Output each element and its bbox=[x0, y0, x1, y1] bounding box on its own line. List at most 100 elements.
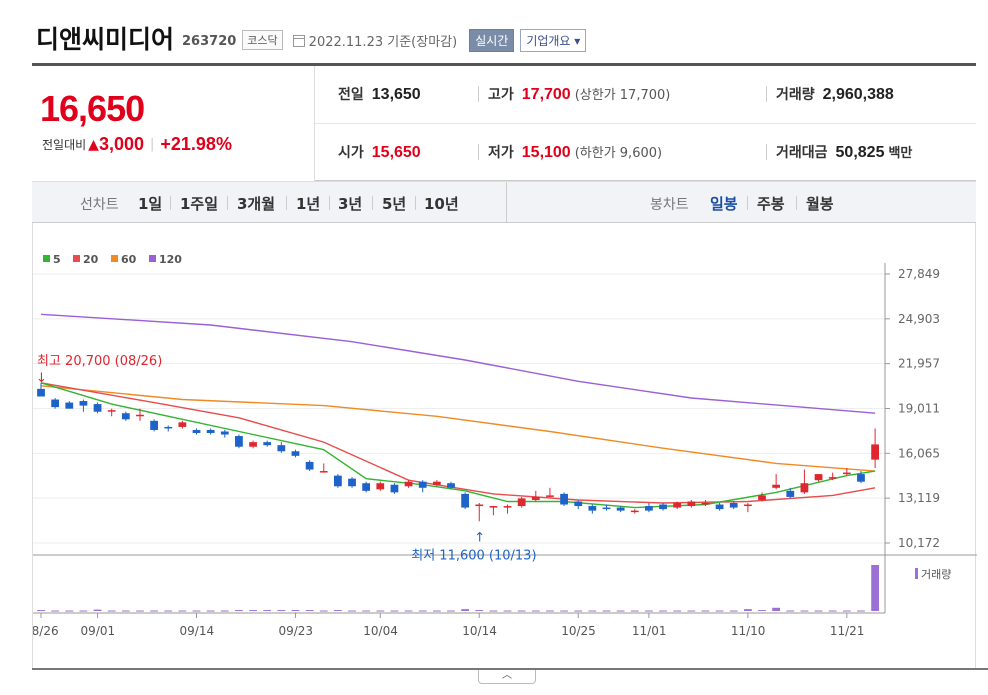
candle-body bbox=[206, 429, 215, 434]
quote-row-divider bbox=[315, 123, 976, 124]
y-tick-label: 10,172 bbox=[898, 536, 940, 550]
stock-code: 263720 bbox=[182, 33, 237, 49]
candle-body bbox=[220, 431, 229, 435]
y-tick-label: 13,119 bbox=[898, 491, 940, 505]
quote-panel: 16,650 전일대비 ▲ 3,000 | +21.98% 전일 13,650 … bbox=[32, 66, 976, 181]
volume-bar bbox=[828, 610, 837, 612]
ma5-line bbox=[40, 382, 876, 509]
candle-body bbox=[319, 471, 328, 473]
volume-bar bbox=[715, 610, 724, 612]
candle-body bbox=[79, 401, 88, 406]
top-divider bbox=[32, 63, 976, 66]
tab-daily[interactable]: 일봉 bbox=[710, 195, 738, 213]
collapse-button[interactable]: ︿ bbox=[478, 670, 536, 684]
candle-body bbox=[857, 474, 865, 482]
ma120-line bbox=[40, 313, 876, 414]
quote-separator bbox=[766, 86, 767, 102]
legend-label: 5 bbox=[53, 253, 61, 266]
up-arrow-icon: ↑ bbox=[474, 530, 485, 545]
volume-bar bbox=[602, 610, 611, 612]
high-value: 17,700 bbox=[521, 86, 571, 103]
x-tick-label: 09/14 bbox=[180, 624, 215, 638]
candle-body bbox=[150, 420, 158, 430]
amount-label: 거래대금 bbox=[776, 145, 828, 161]
volume-bar bbox=[729, 610, 738, 612]
volume-bar bbox=[51, 610, 60, 612]
y-tick-label: 27,849 bbox=[898, 267, 940, 281]
tab-1d[interactable]: 1일 bbox=[138, 195, 163, 213]
quote-separator bbox=[766, 144, 767, 160]
candle-body bbox=[475, 504, 484, 507]
candle-body bbox=[37, 388, 45, 397]
candle-body bbox=[517, 498, 526, 507]
volume-bar bbox=[249, 610, 257, 612]
candle-body bbox=[687, 501, 696, 507]
volume-bar bbox=[588, 610, 597, 612]
tab-separator bbox=[227, 196, 228, 210]
legend-swatch bbox=[43, 255, 50, 262]
candle-body bbox=[362, 483, 371, 491]
candle-body bbox=[333, 475, 342, 487]
volume-bar bbox=[362, 610, 371, 612]
volume-legend-label: 거래량 bbox=[921, 568, 951, 581]
x-tick-label: 11/21 bbox=[830, 624, 865, 638]
amount-unit: 백만 bbox=[888, 146, 913, 161]
tab-1y[interactable]: 1년 bbox=[296, 195, 321, 213]
ma20-line bbox=[40, 382, 876, 504]
tab-5y[interactable]: 5년 bbox=[382, 195, 407, 213]
open-price: 시가 15,650 bbox=[338, 142, 421, 162]
volume-bar bbox=[673, 610, 682, 612]
low-value: 15,100 bbox=[521, 144, 571, 161]
candle-body bbox=[715, 504, 724, 510]
legend-swatch bbox=[73, 255, 80, 262]
tab-3y[interactable]: 3년 bbox=[338, 195, 363, 213]
high-annotation: 최고 20,700 (08/26) bbox=[37, 354, 162, 369]
volume-bar bbox=[645, 610, 653, 612]
realtime-button[interactable]: 실시간 bbox=[469, 28, 515, 52]
candle-body bbox=[616, 507, 625, 511]
high-label: 고가 bbox=[488, 87, 514, 103]
volume-bar bbox=[772, 607, 781, 611]
quote-separator bbox=[478, 144, 479, 160]
candle-body bbox=[277, 445, 286, 452]
x-tick-label: 10/14 bbox=[462, 624, 497, 638]
candle-body bbox=[758, 495, 766, 500]
candlestick-chart[interactable]: 5 20 60 120 27,849 24,903 21,957 19,011 16,065 13… bbox=[24, 223, 977, 669]
tab-weekly[interactable]: 주봉 bbox=[757, 195, 785, 213]
volume-bar bbox=[277, 610, 286, 612]
tab-1w[interactable]: 1주일 bbox=[180, 195, 219, 213]
prev-label: 전일 bbox=[338, 87, 364, 103]
volume-bar bbox=[659, 610, 667, 612]
volume-bar bbox=[857, 610, 865, 612]
ma60-line bbox=[40, 385, 876, 472]
tab-separator bbox=[415, 196, 416, 210]
legend-swatch bbox=[149, 255, 156, 262]
volume-bar bbox=[461, 609, 470, 611]
volume-bar bbox=[800, 610, 809, 612]
tab-3m[interactable]: 3개월 bbox=[237, 195, 276, 213]
volume-bar bbox=[531, 610, 540, 612]
candle-body bbox=[107, 410, 116, 412]
x-tick-label: 10/04 bbox=[363, 624, 398, 638]
base-date: 2022.11.23 기준(장마감) bbox=[308, 35, 458, 50]
tab-monthly[interactable]: 월봉 bbox=[806, 195, 834, 213]
volume-bar bbox=[220, 610, 229, 612]
candle-body bbox=[348, 478, 356, 487]
volume-legend-swatch bbox=[915, 568, 918, 579]
x-tick-label: 09/23 bbox=[278, 624, 313, 638]
legend-label: 120 bbox=[159, 253, 182, 266]
volume-bar bbox=[164, 610, 173, 612]
chart-tab-bar: 선차트 1일 1주일 3개월 1년 3년 5년 10년 봉차트 일봉 주봉 월봉 bbox=[32, 181, 976, 223]
stock-name: 디앤씨미디어 bbox=[36, 25, 175, 54]
tab-10y[interactable]: 10년 bbox=[424, 195, 459, 213]
y-tick-label: 19,011 bbox=[898, 401, 940, 415]
volume-bar bbox=[842, 610, 851, 612]
candle-body bbox=[461, 493, 470, 508]
volume-bar bbox=[192, 610, 201, 612]
volume-value: 2,960,388 bbox=[822, 86, 894, 103]
tab-separator bbox=[796, 196, 797, 210]
volume-bar bbox=[291, 610, 300, 612]
y-tick-label: 16,065 bbox=[898, 446, 940, 460]
candle-body bbox=[531, 496, 540, 500]
company-overview-button[interactable]: 기업개요 ▾ bbox=[520, 28, 587, 52]
